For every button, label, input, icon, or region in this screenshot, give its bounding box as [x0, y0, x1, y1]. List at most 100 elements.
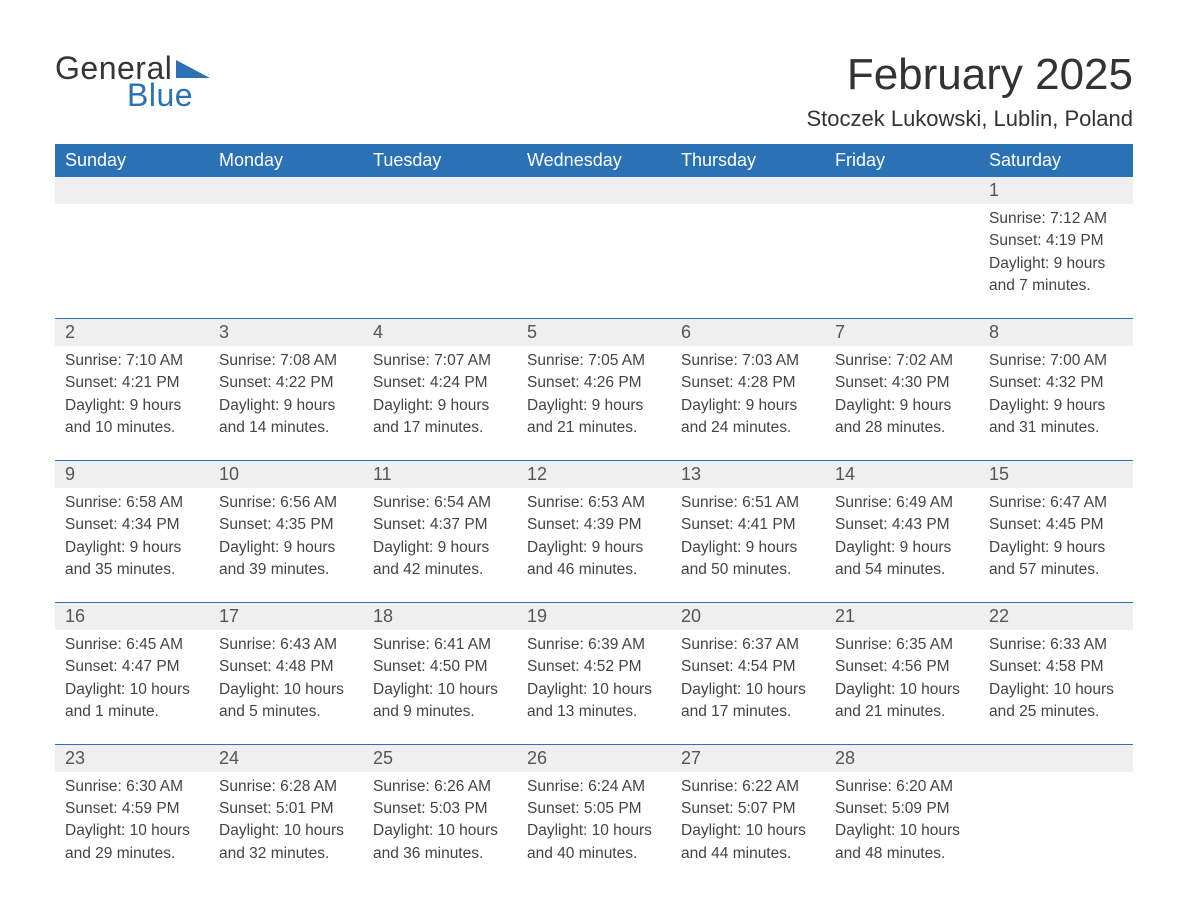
day-details: Sunrise: 6:22 AMSunset: 5:07 PMDaylight:… — [671, 772, 825, 874]
day-details: Sunrise: 6:51 AMSunset: 4:41 PMDaylight:… — [671, 488, 825, 602]
sunset-text: Sunset: 4:58 PM — [989, 656, 1123, 678]
details-row: Sunrise: 6:58 AMSunset: 4:34 PMDaylight:… — [55, 488, 1133, 602]
daylight-text: Daylight: 10 hours and 21 minutes. — [835, 679, 969, 724]
details-row: Sunrise: 7:10 AMSunset: 4:21 PMDaylight:… — [55, 346, 1133, 460]
sunset-text: Sunset: 4:22 PM — [219, 372, 353, 394]
day-number: 28 — [825, 744, 979, 772]
sunset-text: Sunset: 5:07 PM — [681, 798, 815, 820]
day-number — [671, 177, 825, 204]
sunrise-text: Sunrise: 6:28 AM — [219, 776, 353, 798]
daylight-text: Daylight: 10 hours and 9 minutes. — [373, 679, 507, 724]
sunset-text: Sunset: 4:34 PM — [65, 514, 199, 536]
day-number — [55, 177, 209, 204]
day-details — [209, 204, 363, 318]
sunset-text: Sunset: 4:56 PM — [835, 656, 969, 678]
day-details: Sunrise: 7:12 AMSunset: 4:19 PMDaylight:… — [979, 204, 1133, 318]
month-title: February 2025 — [806, 50, 1133, 100]
sunset-text: Sunset: 4:54 PM — [681, 656, 815, 678]
day-details — [517, 204, 671, 318]
sunrise-text: Sunrise: 7:08 AM — [219, 350, 353, 372]
sunrise-text: Sunrise: 6:30 AM — [65, 776, 199, 798]
daylight-text: Daylight: 9 hours and 24 minutes. — [681, 395, 815, 440]
daylight-text: Daylight: 9 hours and 54 minutes. — [835, 537, 969, 582]
daylight-text: Daylight: 9 hours and 14 minutes. — [219, 395, 353, 440]
day-number: 10 — [209, 460, 363, 488]
sunset-text: Sunset: 4:59 PM — [65, 798, 199, 820]
day-number: 7 — [825, 318, 979, 346]
daylight-text: Daylight: 9 hours and 31 minutes. — [989, 395, 1123, 440]
sunrise-text: Sunrise: 6:39 AM — [527, 634, 661, 656]
daylight-text: Daylight: 9 hours and 42 minutes. — [373, 537, 507, 582]
day-number: 3 — [209, 318, 363, 346]
sunset-text: Sunset: 4:30 PM — [835, 372, 969, 394]
sunset-text: Sunset: 4:19 PM — [989, 230, 1123, 252]
sunset-text: Sunset: 4:43 PM — [835, 514, 969, 536]
day-number: 17 — [209, 602, 363, 630]
sunrise-text: Sunrise: 7:02 AM — [835, 350, 969, 372]
logo: General Blue — [55, 50, 210, 114]
header: General Blue February 2025 Stoczek Lukow… — [55, 50, 1133, 132]
sunrise-text: Sunrise: 6:51 AM — [681, 492, 815, 514]
day-number: 27 — [671, 744, 825, 772]
sunrise-text: Sunrise: 6:58 AM — [65, 492, 199, 514]
day-number: 8 — [979, 318, 1133, 346]
sunrise-text: Sunrise: 6:56 AM — [219, 492, 353, 514]
day-details: Sunrise: 7:03 AMSunset: 4:28 PMDaylight:… — [671, 346, 825, 460]
sunrise-text: Sunrise: 6:33 AM — [989, 634, 1123, 656]
day-details: Sunrise: 6:30 AMSunset: 4:59 PMDaylight:… — [55, 772, 209, 874]
day-details: Sunrise: 6:39 AMSunset: 4:52 PMDaylight:… — [517, 630, 671, 744]
day-number — [825, 177, 979, 204]
daylight-text: Daylight: 10 hours and 44 minutes. — [681, 820, 815, 865]
day-details: Sunrise: 7:10 AMSunset: 4:21 PMDaylight:… — [55, 346, 209, 460]
day-details: Sunrise: 6:28 AMSunset: 5:01 PMDaylight:… — [209, 772, 363, 874]
day-details: Sunrise: 6:43 AMSunset: 4:48 PMDaylight:… — [209, 630, 363, 744]
day-details: Sunrise: 6:26 AMSunset: 5:03 PMDaylight:… — [363, 772, 517, 874]
daylight-text: Daylight: 9 hours and 7 minutes. — [989, 253, 1123, 298]
sunrise-text: Sunrise: 7:03 AM — [681, 350, 815, 372]
daylight-text: Daylight: 10 hours and 29 minutes. — [65, 820, 199, 865]
sunrise-text: Sunrise: 6:24 AM — [527, 776, 661, 798]
day-number: 9 — [55, 460, 209, 488]
day-details — [825, 204, 979, 318]
daylight-text: Daylight: 9 hours and 57 minutes. — [989, 537, 1123, 582]
day-number: 25 — [363, 744, 517, 772]
day-number: 26 — [517, 744, 671, 772]
sunrise-text: Sunrise: 6:41 AM — [373, 634, 507, 656]
details-row: Sunrise: 7:12 AMSunset: 4:19 PMDaylight:… — [55, 204, 1133, 318]
day-details — [55, 204, 209, 318]
day-details — [363, 204, 517, 318]
day-details: Sunrise: 6:20 AMSunset: 5:09 PMDaylight:… — [825, 772, 979, 874]
weekday-header: Friday — [825, 144, 979, 177]
day-number: 23 — [55, 744, 209, 772]
details-row: Sunrise: 6:30 AMSunset: 4:59 PMDaylight:… — [55, 772, 1133, 874]
day-details: Sunrise: 7:05 AMSunset: 4:26 PMDaylight:… — [517, 346, 671, 460]
day-number — [979, 744, 1133, 772]
weekday-header: Monday — [209, 144, 363, 177]
daylight-text: Daylight: 9 hours and 39 minutes. — [219, 537, 353, 582]
day-number: 5 — [517, 318, 671, 346]
weekday-header: Wednesday — [517, 144, 671, 177]
sunrise-text: Sunrise: 6:47 AM — [989, 492, 1123, 514]
day-details: Sunrise: 6:54 AMSunset: 4:37 PMDaylight:… — [363, 488, 517, 602]
day-details: Sunrise: 6:33 AMSunset: 4:58 PMDaylight:… — [979, 630, 1133, 744]
daynum-row: 16171819202122 — [55, 602, 1133, 630]
day-details: Sunrise: 7:07 AMSunset: 4:24 PMDaylight:… — [363, 346, 517, 460]
sunset-text: Sunset: 4:32 PM — [989, 372, 1123, 394]
day-number — [517, 177, 671, 204]
sunrise-text: Sunrise: 7:07 AM — [373, 350, 507, 372]
daylight-text: Daylight: 9 hours and 35 minutes. — [65, 537, 199, 582]
daynum-row: 2345678 — [55, 318, 1133, 346]
day-number: 20 — [671, 602, 825, 630]
daylight-text: Daylight: 10 hours and 1 minute. — [65, 679, 199, 724]
day-details: Sunrise: 6:35 AMSunset: 4:56 PMDaylight:… — [825, 630, 979, 744]
details-row: Sunrise: 6:45 AMSunset: 4:47 PMDaylight:… — [55, 630, 1133, 744]
calendar-table: Sunday Monday Tuesday Wednesday Thursday… — [55, 144, 1133, 873]
day-details: Sunrise: 6:45 AMSunset: 4:47 PMDaylight:… — [55, 630, 209, 744]
day-details: Sunrise: 6:24 AMSunset: 5:05 PMDaylight:… — [517, 772, 671, 874]
location: Stoczek Lukowski, Lublin, Poland — [806, 106, 1133, 132]
day-number: 16 — [55, 602, 209, 630]
day-details: Sunrise: 6:37 AMSunset: 4:54 PMDaylight:… — [671, 630, 825, 744]
day-number: 21 — [825, 602, 979, 630]
day-details — [979, 772, 1133, 874]
day-number: 13 — [671, 460, 825, 488]
